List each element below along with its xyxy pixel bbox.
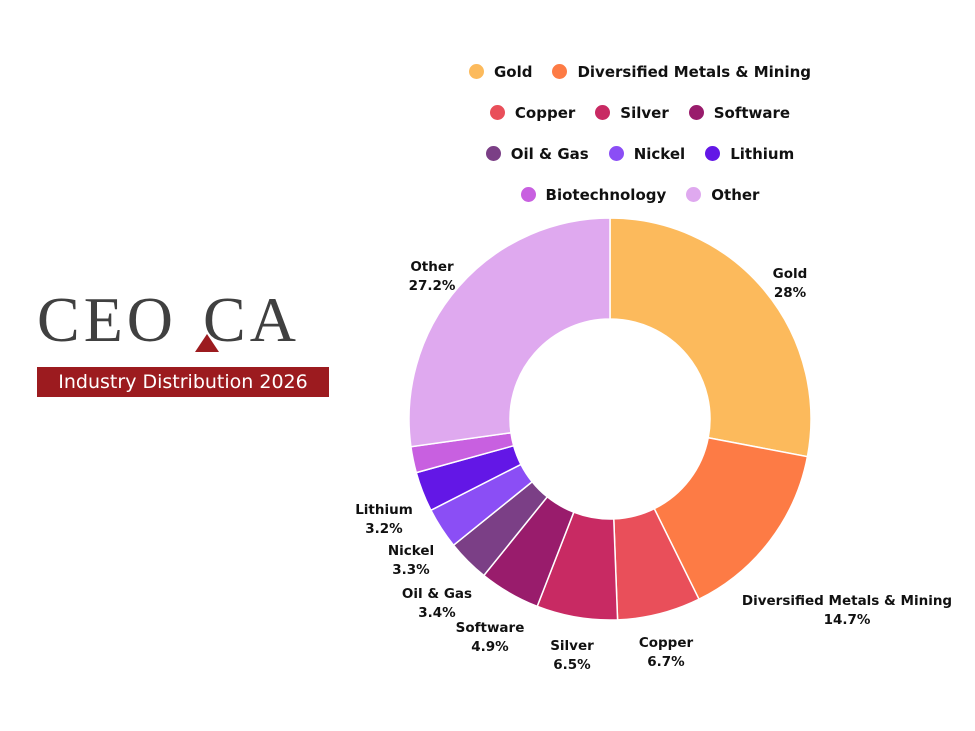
- slice-label-silver: Silver 6.5%: [550, 638, 594, 673]
- legend-label-gold: Gold: [493, 62, 533, 81]
- legend-label-biotechnology: Biotechnology: [545, 185, 667, 204]
- legend-swatch-other: [686, 187, 702, 202]
- slice-value-other: 27.2%: [409, 278, 456, 294]
- slice-value-diversified-metals-and-mining: 14.7%: [824, 612, 871, 628]
- slice-value-copper: 6.7%: [647, 654, 685, 670]
- slice-name-copper: Copper: [639, 635, 694, 651]
- chart-legend: Gold Diversified Metals & Mining Copper Sil…: [430, 58, 850, 222]
- slice-label-copper: Copper 6.7%: [639, 635, 694, 670]
- slice-name-lithium: Lithium: [355, 502, 413, 518]
- legend-swatch-biotechnology: [520, 187, 536, 202]
- slice-label-software: Software 4.9%: [456, 620, 525, 655]
- legend-item-copper: Copper: [489, 103, 576, 122]
- title-banner: Industry Distribution 2026: [37, 367, 329, 397]
- legend-swatch-gold: [468, 64, 484, 79]
- slice-label-gold: Gold 28%: [773, 266, 808, 301]
- slice-value-silver: 6.5%: [553, 657, 591, 673]
- slice-name-other: Other: [410, 259, 454, 275]
- legend-label-lithium: Lithium: [730, 144, 795, 163]
- slice-name-oil-and-gas: Oil & Gas: [402, 586, 472, 602]
- ceo-ca-logo: CEO CA Industry Distribution 2026: [37, 285, 329, 397]
- logo-text-left: CEO: [37, 284, 177, 355]
- legend-label-other: Other: [711, 185, 760, 204]
- legend-item-software: Software: [688, 103, 791, 122]
- legend-label-oil-and-gas: Oil & Gas: [510, 144, 589, 163]
- slice-value-oil-and-gas: 3.4%: [418, 605, 456, 621]
- slice-name-software: Software: [456, 620, 525, 636]
- slice-other: [408, 217, 611, 448]
- legend-item-gold: Gold: [468, 62, 533, 81]
- slice-value-software: 4.9%: [471, 639, 509, 655]
- legend-label-silver: Silver: [620, 103, 669, 122]
- slice-name-nickel: Nickel: [388, 543, 434, 559]
- legend-swatch-oil-and-gas: [485, 146, 501, 161]
- slice-name-diversified-metals-and-mining: Diversified Metals & Mining: [742, 593, 952, 609]
- slice-label-other: Other 27.2%: [409, 259, 456, 294]
- slice-gold: [609, 217, 812, 458]
- slice-name-silver: Silver: [550, 638, 594, 654]
- logo-triangle-icon: [195, 334, 219, 352]
- legend-row: Copper Silver Software: [430, 99, 850, 126]
- slice-value-lithium: 3.2%: [365, 521, 403, 537]
- legend-label-nickel: Nickel: [633, 144, 686, 163]
- logo-wordmark: CEO CA: [37, 285, 329, 355]
- logo-text-right: CA: [203, 284, 300, 355]
- slice-label-nickel: Nickel 3.3%: [388, 543, 434, 578]
- legend-item-nickel: Nickel: [608, 144, 686, 163]
- legend-label-diversified-metals-and-mining: Diversified Metals & Mining: [577, 62, 812, 81]
- legend-item-silver: Silver: [595, 103, 669, 122]
- legend-row: Biotechnology Other: [430, 181, 850, 208]
- legend-swatch-nickel: [608, 146, 624, 161]
- legend-swatch-silver: [595, 105, 611, 120]
- legend-swatch-lithium: [705, 146, 721, 161]
- legend-label-software: Software: [713, 103, 791, 122]
- legend-swatch-software: [688, 105, 704, 120]
- slice-value-nickel: 3.3%: [392, 562, 430, 578]
- legend-item-lithium: Lithium: [705, 145, 794, 163]
- slice-value-gold: 28%: [774, 285, 807, 301]
- slice-label-lithium: Lithium 3.2%: [355, 502, 413, 537]
- legend-item-diversified-metals-and-mining: Diversified Metals & Mining: [552, 63, 811, 81]
- slice-label-oil-and-gas: Oil & Gas 3.4%: [402, 586, 472, 621]
- legend-label-copper: Copper: [514, 103, 576, 122]
- legend-row: Oil & Gas Nickel Lithium: [430, 140, 850, 167]
- legend-row: Gold Diversified Metals & Mining: [430, 58, 850, 85]
- legend-swatch-diversified-metals-and-mining: [552, 64, 568, 79]
- slice-label-diversified-metals-and-mining: Diversified Metals & Mining 14.7%: [742, 593, 952, 628]
- slice-name-gold: Gold: [773, 266, 808, 282]
- legend-swatch-copper: [489, 105, 505, 120]
- legend-item-other: Other: [686, 186, 759, 204]
- legend-item-biotechnology: Biotechnology: [520, 185, 667, 204]
- legend-item-oil-and-gas: Oil & Gas: [485, 144, 589, 163]
